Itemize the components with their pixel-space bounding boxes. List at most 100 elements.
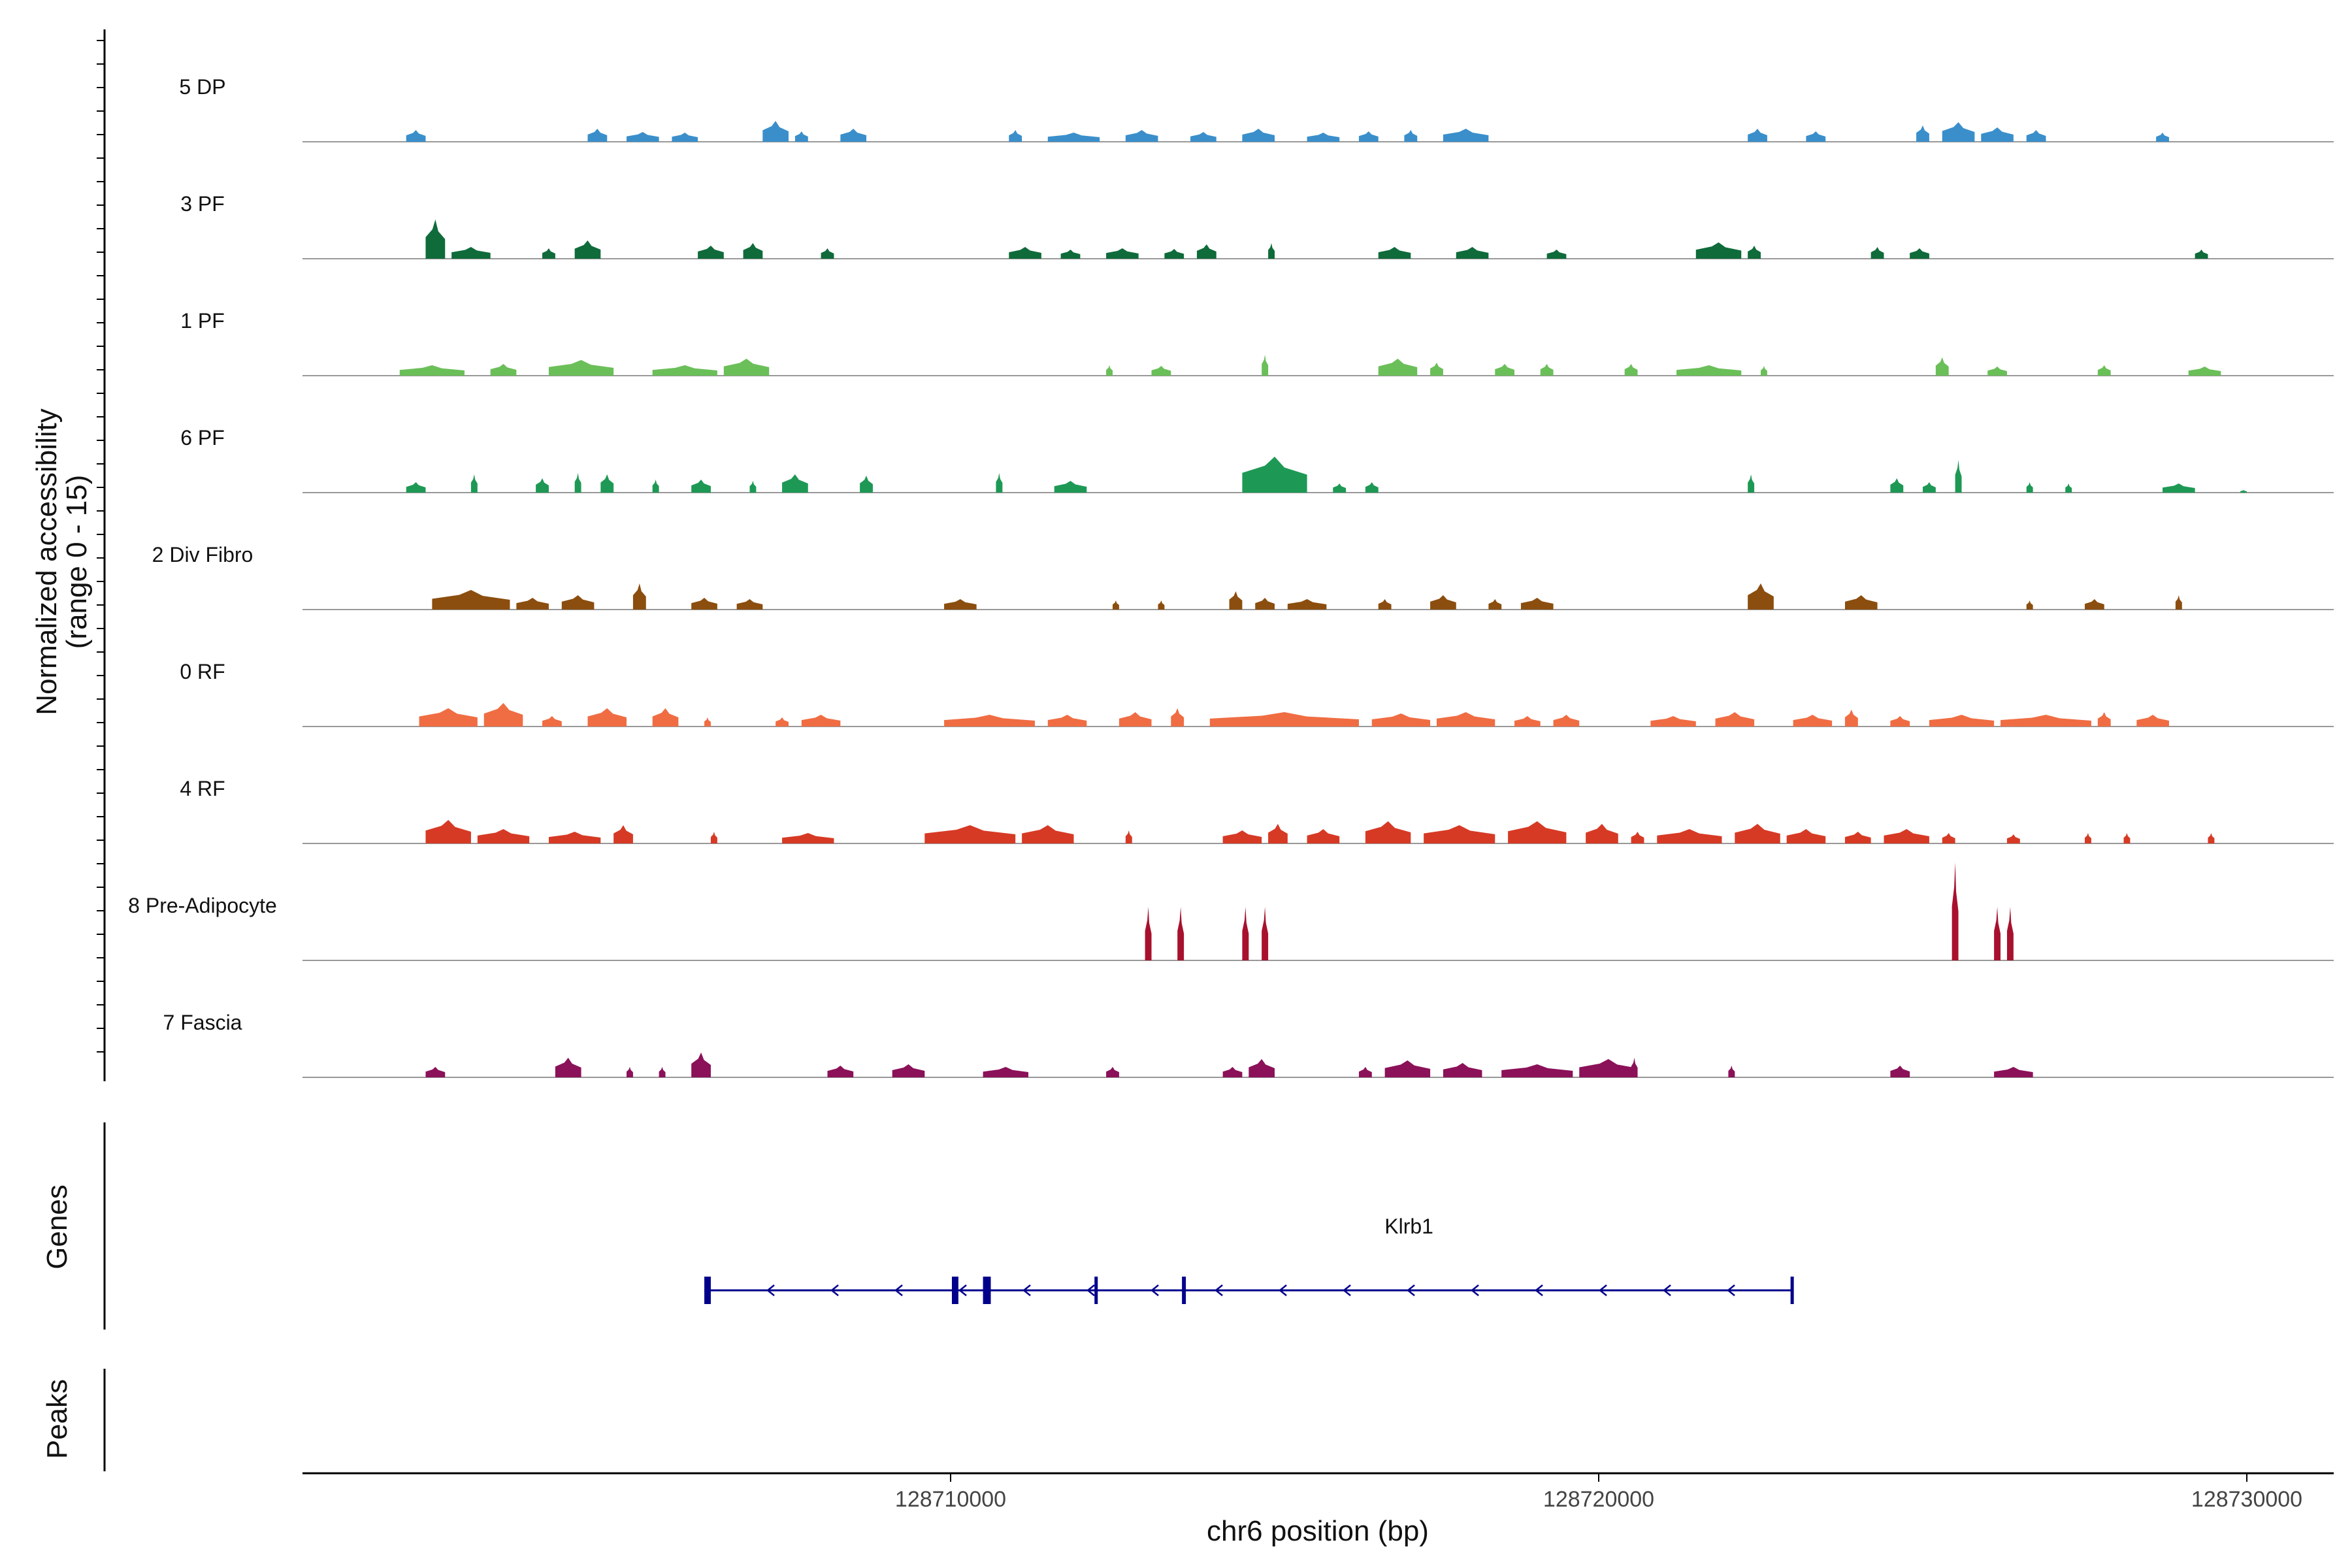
gene-exon (1791, 1277, 1794, 1304)
coverage-peak (2124, 833, 2131, 843)
coverage-peak (1716, 712, 1755, 727)
coverage-peak (1845, 832, 1871, 843)
coverage-peak (1177, 907, 1184, 960)
coverage-peak (1554, 715, 1580, 727)
y-axis-label-range: (range 0 - 15) (61, 475, 93, 649)
coverage-peak (2027, 482, 2033, 493)
coverage-peak (2001, 715, 2091, 727)
coverage-peak (587, 708, 627, 727)
coverage-peak (1910, 248, 1929, 259)
coverage-peak (1696, 242, 1741, 259)
coverage-peak (653, 708, 679, 727)
coverage-peak (406, 482, 426, 493)
coverage-peak (653, 365, 717, 376)
coverage-peak (1106, 248, 1139, 259)
coverage-peak (542, 716, 562, 727)
coverage-peak (1242, 907, 1249, 960)
coverage-peak (1242, 457, 1307, 493)
coverage-peak (451, 247, 491, 259)
x-tick-label: 128730000 (2191, 1487, 2302, 1512)
coverage-peak (1379, 247, 1411, 259)
coverage-peak (1443, 129, 1488, 142)
coverage-peak (1748, 583, 1774, 610)
coverage-peak (828, 1066, 854, 1077)
coverage-peak (1676, 365, 1741, 376)
coverage-peak (1890, 478, 1903, 493)
coverage-peak (1307, 133, 1340, 142)
coverage-peak (1952, 862, 1959, 960)
coverage-peak (1262, 355, 1268, 376)
coverage-peak (1372, 713, 1430, 727)
coverage-peak (2240, 490, 2247, 493)
coverage-peak (1631, 1058, 1638, 1077)
coverage-tracks: 5 DP 3 PF 1 PF 6 PF 2 Div Fibro 0 RF 4 RF 8 Pre… (128, 75, 2334, 1077)
coverage-peak (1890, 716, 1910, 727)
track-3-pf: 3 PF (180, 192, 2334, 259)
coverage-peak (672, 133, 698, 142)
coverage-peak (1541, 364, 1554, 376)
coverage-peak (1359, 131, 1379, 142)
coverage-peak (425, 1067, 445, 1077)
track-label: 1 PF (180, 309, 225, 333)
coverage-peak (1871, 247, 1884, 259)
coverage-peak (840, 129, 866, 142)
coverage-peak (1981, 127, 2014, 142)
coverage-peak (1424, 825, 1495, 843)
coverage-peak (484, 703, 523, 727)
coverage-peak (627, 1067, 633, 1077)
track-label: 0 RF (180, 660, 225, 683)
coverage-peak (1994, 1067, 2033, 1077)
coverage-peak (1164, 249, 1184, 259)
coverage-peak (1152, 366, 1171, 376)
coverage-peak (1955, 460, 1962, 493)
coverage-peak (776, 717, 789, 727)
coverage-peak (1942, 833, 1955, 843)
coverage-peak (1106, 365, 1113, 376)
coverage-peak (1793, 715, 1833, 727)
coverage-peak (860, 476, 873, 493)
coverage-peak (1650, 716, 1695, 727)
coverage-peak (1106, 1067, 1119, 1077)
coverage-peak (653, 480, 659, 493)
coverage-peak (2163, 483, 2195, 493)
coverage-peak (2085, 833, 2091, 843)
peaks-track-label: Peaks (41, 1379, 73, 1459)
y-axis-label: Normalized accessibility (31, 408, 63, 715)
coverage-peak (1923, 482, 1936, 493)
coverage-peak (1735, 824, 1780, 843)
coverage-peak (2085, 599, 2104, 610)
coverage-peak (1223, 1067, 1243, 1077)
coverage-peak (2189, 367, 2221, 376)
coverage-peak (944, 715, 1035, 727)
coverage-peak (737, 599, 763, 610)
track-0-rf: 0 RF (180, 660, 2334, 727)
coverage-peak (782, 474, 808, 493)
coverage-peak (1728, 1066, 1735, 1077)
coverage-peak (704, 717, 711, 727)
coverage-peak (1190, 132, 1217, 142)
coverage-peak (432, 590, 510, 610)
coverage-peak (1249, 1059, 1275, 1077)
coverage-peak (1333, 483, 1346, 493)
coverage-peak (1268, 243, 1275, 259)
coverage-peak (1579, 1059, 1637, 1077)
coverage-peak (795, 131, 808, 142)
coverage-peak (1845, 595, 1878, 610)
coverage-peak (1048, 133, 1100, 142)
coverage-peak (996, 473, 1002, 493)
coverage-peak (1054, 481, 1087, 493)
coverage-peak (1936, 357, 1949, 376)
coverage-peak (2195, 250, 2208, 259)
coverage-peak (1126, 830, 1132, 843)
coverage-peak (1230, 591, 1243, 610)
coverage-peak (1197, 244, 1217, 259)
coverage-peak (1022, 825, 1073, 843)
coverage-peak (1145, 907, 1152, 960)
coverage-peak (478, 829, 529, 843)
coverage-peak (2027, 130, 2046, 142)
coverage-peak (2027, 600, 2033, 610)
coverage-peak (1806, 131, 1825, 142)
coverage-peak (821, 248, 834, 259)
gene-exon (983, 1277, 991, 1304)
track-4-rf: 4 RF (180, 777, 2334, 843)
